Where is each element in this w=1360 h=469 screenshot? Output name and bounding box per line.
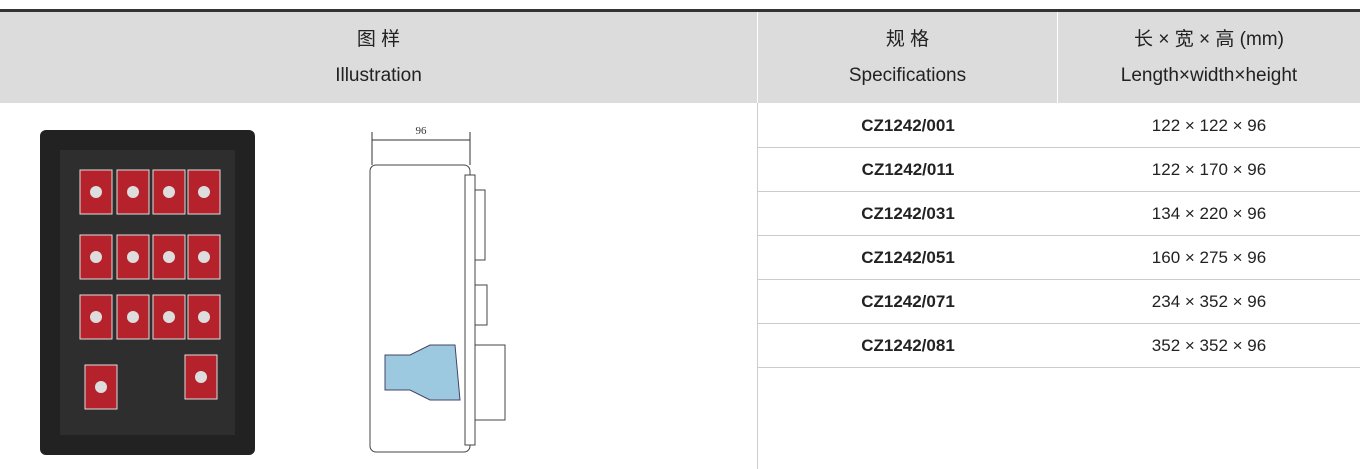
header-cell: 长 × 宽 × 高 (mm) Length×width×height [1058,12,1360,103]
module-knob [90,311,102,323]
spec-cell: CZ1242/031 [758,192,1058,236]
divider [757,103,758,469]
dimension-cell: 352 × 352 × 96 [1058,324,1360,368]
spec-cell: CZ1242/081 [758,324,1058,368]
module-knob [90,186,102,198]
header-cell: 图 样 Illustration [0,12,757,103]
dimension-cell: 234 × 352 × 96 [1058,280,1360,324]
module-knob [127,311,139,323]
module [187,169,221,215]
modules [79,169,221,410]
module-knob [163,251,175,263]
module-knob [127,251,139,263]
module-knob [195,371,207,383]
header-zh: 长 × 宽 × 高 (mm) [1134,29,1284,50]
side-button [474,189,486,261]
header-zh: 图 样 [356,29,401,50]
spec-cell: CZ1242/011 [758,148,1058,192]
header-en: Specifications [848,65,967,86]
spec-cell: CZ1242/001 [758,104,1058,148]
dimension-cell: 160 × 275 × 96 [1058,236,1360,280]
header-zh: 规 格 [885,29,930,50]
header-en: Length×width×height [1120,65,1298,86]
dimension-cell: 122 × 122 × 96 [1058,104,1360,148]
side-lid [464,174,476,446]
spec-cell: CZ1242/071 [758,280,1058,324]
side-button [474,344,506,421]
module-knob [90,251,102,263]
dimension-cell: 134 × 220 × 96 [1058,192,1360,236]
top-rule [0,9,1360,12]
module-knob [163,311,175,323]
module-knob [163,186,175,198]
module-knob [198,251,210,263]
module-knob [198,186,210,198]
side-view [369,164,471,453]
spec-cell: CZ1242/051 [758,236,1058,280]
module-knob [95,381,107,393]
dimension-label: 96 [416,125,428,137]
header-en: Illustration [335,65,422,86]
side-button [474,284,488,326]
illustration: 96 [40,125,506,455]
side-mechanism [384,344,461,401]
header-cell: 规 格 Specifications [758,12,1057,103]
module-knob [127,186,139,198]
module-knob [198,311,210,323]
dimension-cell: 122 × 170 × 96 [1058,148,1360,192]
